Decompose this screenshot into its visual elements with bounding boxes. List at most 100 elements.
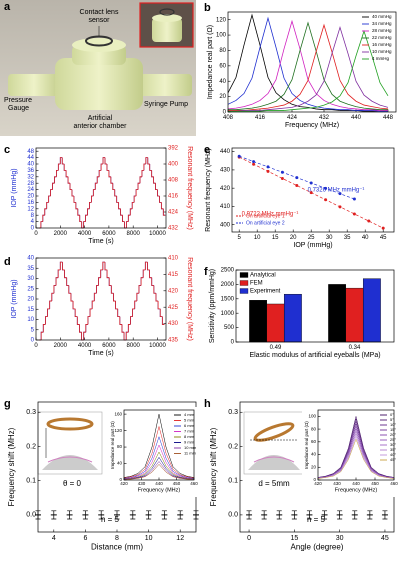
chamber-body bbox=[55, 58, 143, 110]
step-segment bbox=[52, 182, 55, 190]
x-tick-label: 6 bbox=[83, 535, 87, 542]
y-tick-label: 500 bbox=[224, 325, 235, 331]
step-segment bbox=[106, 269, 110, 279]
x-tick-label: 25 bbox=[308, 235, 315, 241]
legend-label: 8 mm bbox=[184, 434, 195, 439]
x-tick-label: 8000 bbox=[127, 343, 141, 349]
plot-frame bbox=[123, 409, 195, 481]
legend-label: 16 mmHg bbox=[372, 42, 392, 47]
x-tick-label: 10000 bbox=[149, 231, 166, 237]
point bbox=[237, 154, 241, 158]
step-segment bbox=[112, 183, 115, 190]
x-axis-label: Frequency (MHz) bbox=[285, 122, 339, 129]
x-axis-label: IOP (mmHg) bbox=[293, 242, 332, 249]
y2-axis-label: Resonant frequency (MHz) bbox=[186, 146, 193, 230]
step-segment bbox=[96, 285, 99, 294]
x-axis-label: Angle (degree) bbox=[291, 543, 344, 552]
step-segment bbox=[85, 214, 88, 222]
point bbox=[252, 160, 256, 164]
y-tick-label: 0 bbox=[231, 340, 235, 346]
y2-tick-label: 425 bbox=[168, 305, 179, 311]
y2-tick-label: 416 bbox=[168, 194, 179, 200]
step-segment bbox=[87, 316, 91, 325]
y2-tick-label: 410 bbox=[168, 256, 179, 262]
step-segment bbox=[137, 182, 140, 190]
step-segment bbox=[98, 170, 102, 177]
legend-label: 10 mmHg bbox=[372, 49, 392, 54]
legend-label: 40 mmHg bbox=[372, 14, 392, 19]
x-tick-label: 4000 bbox=[78, 343, 92, 349]
x-axis-label: Time (s) bbox=[88, 238, 113, 245]
y-tick-label: 100 bbox=[308, 414, 316, 419]
step-segment bbox=[48, 195, 51, 203]
step-segment bbox=[76, 316, 80, 325]
x-tick-label: 424 bbox=[287, 115, 298, 121]
step-segment bbox=[56, 170, 59, 177]
x-tick-label: 15 bbox=[290, 535, 298, 542]
line bbox=[228, 29, 389, 112]
y-tick-label: 20 bbox=[27, 194, 34, 200]
step-segment bbox=[125, 221, 129, 228]
y-tick-label: 80 bbox=[311, 426, 317, 431]
y2-tick-label: 435 bbox=[168, 338, 179, 344]
bar bbox=[345, 287, 364, 343]
step-segment bbox=[98, 277, 101, 286]
schematic-h bbox=[243, 411, 305, 475]
legend-label: 34 mmHg bbox=[372, 21, 392, 26]
x-tick-label: 35 bbox=[344, 235, 351, 241]
photo-label: Pressure bbox=[4, 97, 32, 104]
step-segment bbox=[157, 301, 161, 310]
legend-label: 7 mm bbox=[184, 429, 195, 434]
y-tick-label: 20 bbox=[27, 297, 34, 303]
legend-label: 4 mmHg bbox=[372, 56, 389, 61]
legend-label: On artificial eye 2 bbox=[246, 220, 285, 226]
x-tick-label: 440 bbox=[351, 115, 362, 121]
step-segment bbox=[53, 285, 57, 294]
step-segment bbox=[149, 269, 152, 279]
panel-letter: d bbox=[4, 256, 11, 268]
step-segment bbox=[89, 308, 93, 317]
y-axis-label: IOP (mmHg) bbox=[11, 168, 18, 207]
legend-label: On artificial eye 1 bbox=[246, 213, 285, 219]
step-segment bbox=[67, 176, 71, 184]
legend-label: 6 mm bbox=[184, 423, 195, 428]
line bbox=[317, 435, 395, 479]
x-tick-label: 45 bbox=[380, 235, 387, 241]
x-axis-label: Frequency (MHz) bbox=[335, 487, 378, 493]
y-axis-label: IOP (mmHg) bbox=[11, 279, 18, 318]
panel-letter: c bbox=[4, 144, 10, 156]
photo-label: anterior chamber bbox=[74, 123, 128, 130]
y-tick-label: 5 bbox=[31, 327, 35, 333]
x-tick-label: 2000 bbox=[54, 231, 68, 237]
y-tick-label: 2000 bbox=[221, 282, 235, 288]
x-tick-label: 450 bbox=[371, 481, 379, 486]
plot-frame bbox=[235, 269, 395, 343]
step-segment bbox=[130, 316, 133, 325]
y-axis-label: Sensitivity (ppm/mmHg) bbox=[209, 269, 216, 343]
point bbox=[367, 219, 371, 223]
annotation: d = 5mm bbox=[258, 479, 290, 488]
step-segment bbox=[63, 164, 67, 171]
step-segment bbox=[161, 316, 165, 325]
line bbox=[123, 451, 195, 480]
line bbox=[227, 19, 388, 111]
y-axis-label: Impedance real part (Ω) bbox=[207, 25, 214, 99]
step-segment bbox=[102, 261, 105, 270]
coil bbox=[46, 417, 94, 431]
y-tick-label: 44 bbox=[27, 155, 34, 161]
step-segment bbox=[102, 157, 106, 164]
panel-letter: b bbox=[204, 2, 211, 14]
photo-label: Artificial bbox=[88, 115, 113, 122]
y-tick-label: 40 bbox=[311, 452, 317, 457]
point bbox=[266, 165, 270, 169]
step-segment bbox=[127, 214, 131, 222]
legend-label: 45° bbox=[390, 457, 396, 462]
step-segment bbox=[57, 269, 61, 278]
y2-tick-label: 432 bbox=[168, 226, 179, 232]
x-tick-label: 8000 bbox=[127, 231, 141, 237]
x-tick-label: 408 bbox=[223, 115, 234, 121]
step-segment bbox=[149, 164, 152, 171]
step-segment bbox=[155, 183, 158, 190]
step-segment bbox=[66, 277, 69, 286]
legend-label: 4 mm bbox=[184, 412, 195, 417]
